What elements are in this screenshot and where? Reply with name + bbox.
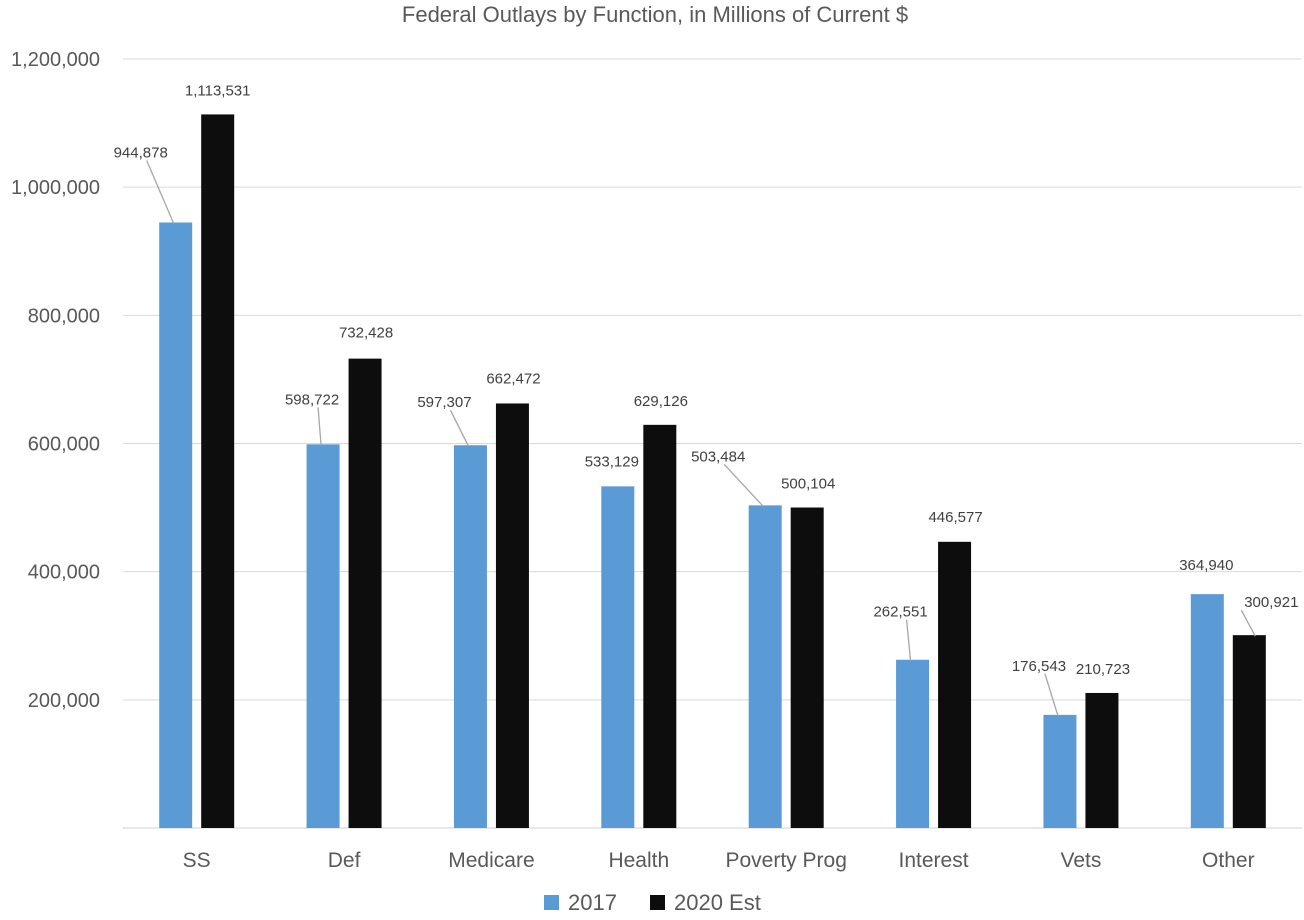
- bar-series1-health: [601, 486, 635, 828]
- bar-series2-vets: [1085, 692, 1119, 828]
- y-tick-label: 600,000: [28, 434, 100, 456]
- bar-series1-interest: [896, 659, 930, 828]
- bar-series1-other: [1190, 594, 1224, 828]
- y-tick-label: 1,200,000: [11, 49, 100, 71]
- legend-label: 2017: [568, 890, 617, 915]
- data-label: 176,543: [1012, 658, 1066, 675]
- y-axis: 200,000 400,000 600,000 800,000 1,000,000 1,2…: [11, 49, 100, 712]
- x-tick-label: Other: [1202, 849, 1255, 872]
- legend-label: 2020 Est: [674, 890, 761, 915]
- data-label: 262,551: [873, 604, 927, 621]
- data-label: 446,577: [928, 509, 982, 526]
- leader-line: [723, 463, 764, 507]
- y-tick-label: 1,000,000: [11, 177, 100, 199]
- x-tick-label: Def: [328, 849, 361, 872]
- data-labels: 944,878 1,113,531 598,722 732,428 597,307 662…: [114, 82, 1298, 717]
- bar-series2-health: [643, 424, 677, 828]
- bar-series2-other: [1232, 635, 1266, 828]
- bar-series1-poverty-prog: [748, 505, 782, 828]
- data-label: 503,484: [691, 448, 745, 465]
- bar-series2-poverty-prog: [790, 507, 824, 828]
- data-label: 364,940: [1179, 557, 1233, 574]
- x-axis: SS Def Medicare Health Poverty Prog Interest V…: [183, 849, 1255, 872]
- bar-series1-medicare: [453, 445, 487, 828]
- data-label: 300,921: [1244, 594, 1298, 611]
- bar-series1-ss: [159, 222, 193, 829]
- bar-series1-vets: [1043, 714, 1077, 828]
- data-label: 629,126: [634, 393, 688, 410]
- data-label: 210,723: [1076, 661, 1130, 678]
- y-tick-label: 200,000: [28, 690, 100, 712]
- bar-series2-interest: [938, 541, 972, 828]
- y-tick-label: 400,000: [28, 562, 100, 584]
- bar-series2-ss: [201, 114, 235, 828]
- data-label: 1,113,531: [185, 82, 251, 99]
- legend-swatch: [650, 895, 665, 910]
- x-tick-label: SS: [183, 849, 211, 872]
- bar-series2-def: [348, 358, 382, 828]
- x-tick-label: Medicare: [448, 849, 534, 872]
- x-tick-label: Interest: [899, 849, 969, 872]
- x-tick-label: Health: [608, 849, 669, 872]
- chart-title: Federal Outlays by Function, in Millions…: [402, 2, 908, 27]
- leader-line: [146, 160, 175, 224]
- bars: [159, 114, 1266, 829]
- data-label: 732,428: [339, 325, 393, 342]
- legend: 2017 2020 Est: [544, 890, 761, 915]
- legend-swatch: [544, 895, 559, 910]
- data-label: 597,307: [417, 394, 471, 411]
- data-label: 662,472: [486, 370, 540, 387]
- gridlines: [123, 58, 1302, 829]
- leader-line: [317, 407, 322, 446]
- leader-line: [449, 409, 470, 447]
- leader-line: [1044, 673, 1059, 717]
- data-label: 533,129: [585, 453, 639, 470]
- data-label: 598,722: [285, 391, 339, 408]
- bar-series1-def: [306, 444, 340, 828]
- bar-series2-medicare: [495, 403, 529, 828]
- x-tick-label: Poverty Prog: [725, 849, 846, 872]
- data-label: 500,104: [781, 476, 835, 493]
- leader-line: [1240, 609, 1256, 637]
- y-tick-label: 800,000: [28, 305, 100, 327]
- x-tick-label: Vets: [1061, 849, 1102, 872]
- data-label: 944,878: [114, 144, 168, 161]
- leader-line: [905, 619, 912, 661]
